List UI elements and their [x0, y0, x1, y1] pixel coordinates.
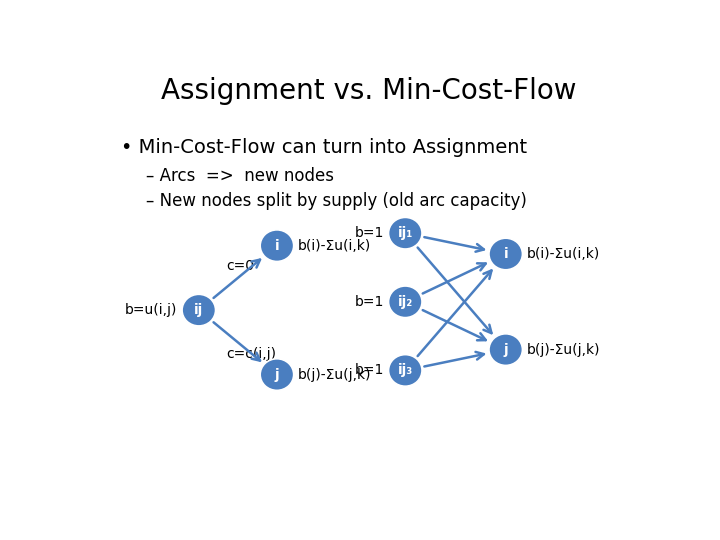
Ellipse shape [260, 230, 294, 261]
Text: ij: ij [194, 303, 204, 317]
Text: b=1: b=1 [355, 295, 384, 309]
Text: • Min-Cost-Flow can turn into Assignment: • Min-Cost-Flow can turn into Assignment [121, 138, 527, 157]
Text: i: i [503, 247, 508, 261]
Text: b(i)-Σu(i,k): b(i)-Σu(i,k) [298, 239, 372, 253]
Text: j: j [274, 368, 279, 382]
Ellipse shape [489, 334, 523, 366]
Ellipse shape [389, 355, 422, 386]
Text: b(j)-Σu(j,k): b(j)-Σu(j,k) [298, 368, 372, 382]
Text: ij₁: ij₁ [397, 226, 413, 240]
Text: ij₃: ij₃ [397, 363, 413, 377]
Text: b=1: b=1 [355, 226, 384, 240]
Text: – Arcs  =>  new nodes: – Arcs => new nodes [145, 167, 334, 185]
Text: Assignment vs. Min-Cost-Flow: Assignment vs. Min-Cost-Flow [161, 77, 577, 105]
Text: ij₂: ij₂ [397, 295, 413, 309]
Text: i: i [274, 239, 279, 253]
Text: b=u(i,j): b=u(i,j) [125, 303, 178, 317]
Text: c=c(i,j): c=c(i,j) [227, 347, 276, 361]
Text: b(j)-Σu(j,k): b(j)-Σu(j,k) [527, 342, 600, 356]
Text: b=1: b=1 [355, 363, 384, 377]
Ellipse shape [489, 238, 523, 270]
Ellipse shape [260, 359, 294, 390]
Text: b(i)-Σu(i,k): b(i)-Σu(i,k) [527, 247, 600, 261]
Ellipse shape [389, 218, 422, 249]
Text: c=0: c=0 [227, 259, 255, 273]
Text: j: j [503, 342, 508, 356]
Ellipse shape [182, 294, 215, 326]
Ellipse shape [389, 286, 422, 318]
Text: – New nodes split by supply (old arc capacity): – New nodes split by supply (old arc cap… [145, 192, 526, 210]
